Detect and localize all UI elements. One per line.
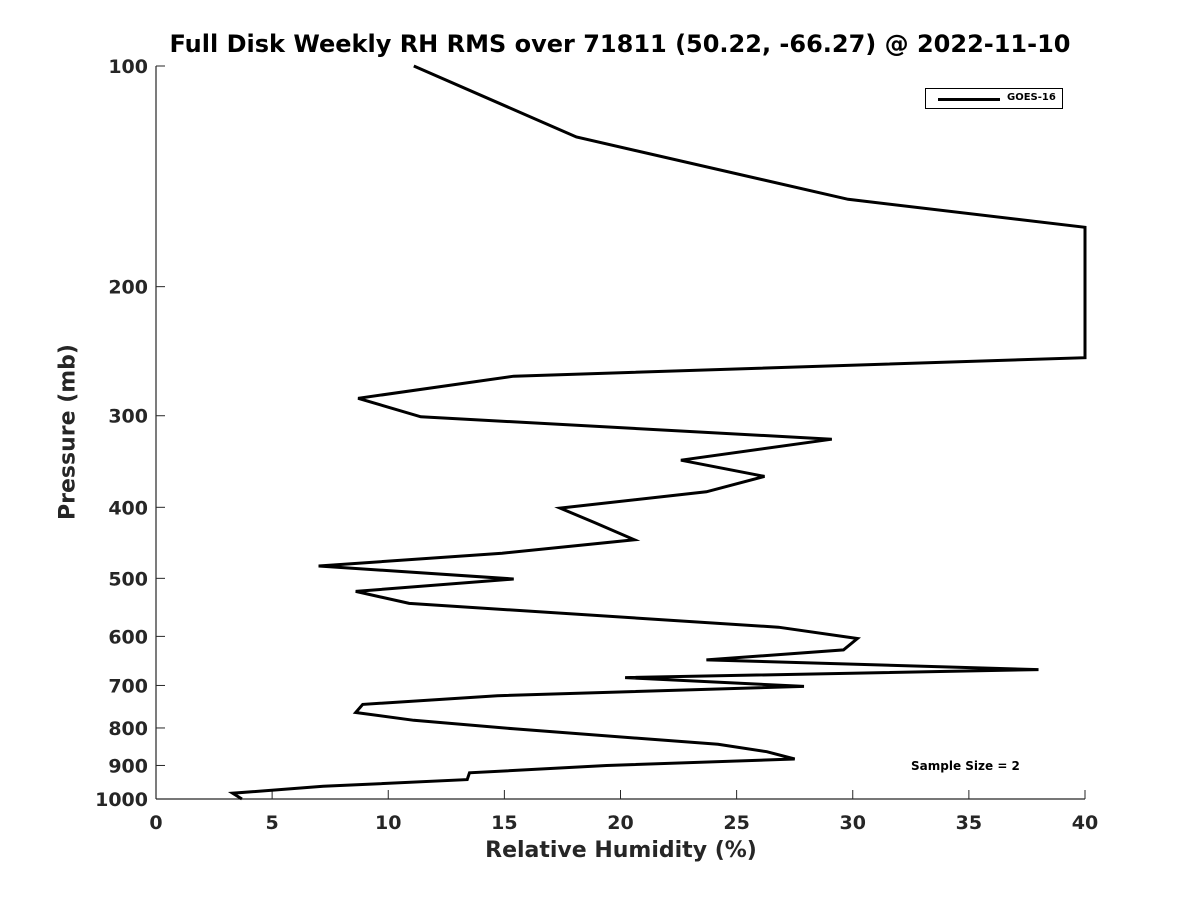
x-tick-label: 20	[607, 812, 633, 834]
series	[227, 64, 1087, 801]
y-ticks: 100 200 300 400 500 600 700 800 900 1000	[95, 56, 165, 811]
sample-size-annotation: Sample Size = 2	[911, 759, 1020, 773]
x-tick-label: 35	[956, 812, 982, 834]
y-tick-label: 600	[108, 626, 148, 648]
x-tick-label: 15	[491, 812, 517, 834]
y-tick-label: 700	[108, 675, 148, 697]
y-tick-label: 100	[108, 56, 148, 78]
x-tick-label: 0	[149, 812, 162, 834]
x-tick-label: 40	[1072, 812, 1098, 834]
x-axis-label: Relative Humidity (%)	[485, 838, 757, 863]
x-tick-label: 10	[375, 812, 401, 834]
y-tick-label: 800	[108, 718, 148, 740]
y-tick-label: 300	[108, 406, 148, 428]
x-ticks: 0 5 10 15 20 25 30 35 40	[149, 790, 1098, 834]
y-tick-label: 400	[108, 497, 148, 519]
y-tick-label: 900	[108, 755, 148, 777]
x-tick-label: 5	[266, 812, 279, 834]
legend: GOES-16	[925, 88, 1063, 109]
series-line-goes-16	[227, 64, 1087, 801]
x-tick-label: 30	[840, 812, 866, 834]
chart-title: Full Disk Weekly RH RMS over 71811 (50.2…	[169, 30, 1071, 58]
x-tick-label: 25	[723, 812, 749, 834]
y-axis-label: Pressure (mb)	[55, 344, 81, 520]
y-tick-label: 1000	[95, 789, 148, 811]
y-tick-label: 200	[108, 277, 148, 299]
axes	[155, 66, 1085, 800]
y-tick-label: 500	[108, 568, 148, 590]
legend-label: GOES-16	[1007, 92, 1056, 103]
legend-line-swatch	[938, 98, 1000, 101]
